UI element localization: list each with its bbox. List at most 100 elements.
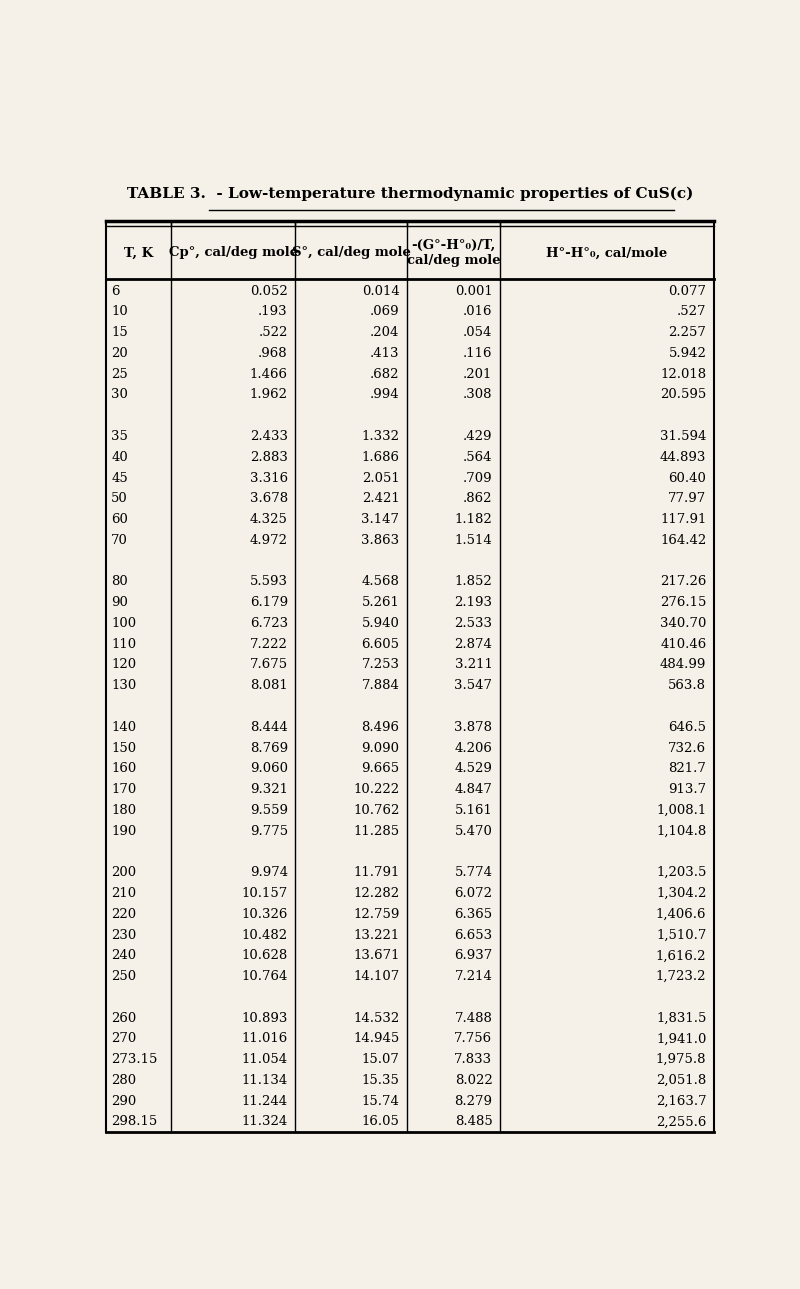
Text: 15.35: 15.35 bbox=[362, 1074, 399, 1087]
Text: 8.022: 8.022 bbox=[454, 1074, 493, 1087]
Text: 6.605: 6.605 bbox=[362, 638, 399, 651]
Text: 10.893: 10.893 bbox=[242, 1012, 288, 1025]
Text: 20.595: 20.595 bbox=[660, 388, 706, 401]
Text: 1,941.0: 1,941.0 bbox=[656, 1032, 706, 1045]
Text: 90: 90 bbox=[111, 597, 128, 610]
Text: 3.878: 3.878 bbox=[454, 721, 493, 733]
Text: 35: 35 bbox=[111, 431, 128, 443]
Text: 77.97: 77.97 bbox=[668, 492, 706, 505]
Text: H°-H°₀, cal/mole: H°-H°₀, cal/mole bbox=[546, 246, 667, 259]
Text: 9.974: 9.974 bbox=[250, 866, 288, 879]
Text: .201: .201 bbox=[463, 367, 493, 380]
Text: 273.15: 273.15 bbox=[111, 1053, 158, 1066]
Text: 160: 160 bbox=[111, 762, 137, 776]
Text: .968: .968 bbox=[258, 347, 288, 360]
Text: 1.182: 1.182 bbox=[454, 513, 493, 526]
Text: 11.244: 11.244 bbox=[242, 1094, 288, 1107]
Text: 5.942: 5.942 bbox=[669, 347, 706, 360]
Text: 9.321: 9.321 bbox=[250, 784, 288, 797]
Text: 9.665: 9.665 bbox=[362, 762, 399, 776]
Text: 170: 170 bbox=[111, 784, 137, 797]
Text: 2.533: 2.533 bbox=[454, 617, 493, 630]
Text: 4.325: 4.325 bbox=[250, 513, 288, 526]
Text: 14.107: 14.107 bbox=[354, 971, 399, 984]
Text: 484.99: 484.99 bbox=[660, 659, 706, 672]
Text: .709: .709 bbox=[463, 472, 493, 485]
Text: 8.496: 8.496 bbox=[362, 721, 399, 733]
Text: 13.671: 13.671 bbox=[353, 949, 399, 963]
Text: 100: 100 bbox=[111, 617, 136, 630]
Text: 913.7: 913.7 bbox=[668, 784, 706, 797]
Text: .522: .522 bbox=[258, 326, 288, 339]
Text: 7.222: 7.222 bbox=[250, 638, 288, 651]
Text: 3.211: 3.211 bbox=[454, 659, 493, 672]
Text: 2.257: 2.257 bbox=[669, 326, 706, 339]
Text: 15: 15 bbox=[111, 326, 128, 339]
Text: 44.893: 44.893 bbox=[660, 451, 706, 464]
Text: 16.05: 16.05 bbox=[362, 1115, 399, 1128]
Text: 12.282: 12.282 bbox=[354, 887, 399, 900]
Text: 240: 240 bbox=[111, 949, 136, 963]
Text: 12.018: 12.018 bbox=[660, 367, 706, 380]
Text: 410.46: 410.46 bbox=[660, 638, 706, 651]
Text: 1.466: 1.466 bbox=[250, 367, 288, 380]
Text: 8.769: 8.769 bbox=[250, 741, 288, 754]
Text: 7.833: 7.833 bbox=[454, 1053, 493, 1066]
Text: 298.15: 298.15 bbox=[111, 1115, 158, 1128]
Text: 15.07: 15.07 bbox=[362, 1053, 399, 1066]
Text: 10.762: 10.762 bbox=[353, 804, 399, 817]
Text: 2.193: 2.193 bbox=[454, 597, 493, 610]
Text: 732.6: 732.6 bbox=[668, 741, 706, 754]
Text: 12.759: 12.759 bbox=[353, 907, 399, 920]
Text: 130: 130 bbox=[111, 679, 137, 692]
Text: T, K: T, K bbox=[124, 246, 154, 259]
Text: 1,104.8: 1,104.8 bbox=[656, 825, 706, 838]
Text: 6.179: 6.179 bbox=[250, 597, 288, 610]
Text: 6.365: 6.365 bbox=[454, 907, 493, 920]
Text: 3.863: 3.863 bbox=[362, 534, 399, 547]
Text: 217.26: 217.26 bbox=[660, 575, 706, 588]
Text: 210: 210 bbox=[111, 887, 136, 900]
Text: 2.421: 2.421 bbox=[362, 492, 399, 505]
Text: 1,510.7: 1,510.7 bbox=[656, 928, 706, 941]
Text: 15.74: 15.74 bbox=[362, 1094, 399, 1107]
Text: 40: 40 bbox=[111, 451, 128, 464]
Text: 280: 280 bbox=[111, 1074, 136, 1087]
Text: 340.70: 340.70 bbox=[660, 617, 706, 630]
Text: .054: .054 bbox=[463, 326, 493, 339]
Text: 10.326: 10.326 bbox=[242, 907, 288, 920]
Text: 3.316: 3.316 bbox=[250, 472, 288, 485]
Text: 7.488: 7.488 bbox=[454, 1012, 493, 1025]
Text: 276.15: 276.15 bbox=[660, 597, 706, 610]
Text: 4.206: 4.206 bbox=[454, 741, 493, 754]
Text: 11.134: 11.134 bbox=[242, 1074, 288, 1087]
Text: 60.40: 60.40 bbox=[669, 472, 706, 485]
Text: 1.514: 1.514 bbox=[454, 534, 493, 547]
Text: 1,304.2: 1,304.2 bbox=[656, 887, 706, 900]
Text: 821.7: 821.7 bbox=[669, 762, 706, 776]
Text: 4.568: 4.568 bbox=[362, 575, 399, 588]
Text: 5.774: 5.774 bbox=[454, 866, 493, 879]
Text: 140: 140 bbox=[111, 721, 136, 733]
Text: .413: .413 bbox=[370, 347, 399, 360]
Text: 0.052: 0.052 bbox=[250, 285, 288, 298]
Text: 30: 30 bbox=[111, 388, 128, 401]
Text: 1.686: 1.686 bbox=[362, 451, 399, 464]
Text: 7.884: 7.884 bbox=[362, 679, 399, 692]
Text: 7.756: 7.756 bbox=[454, 1032, 493, 1045]
Text: 3.547: 3.547 bbox=[454, 679, 493, 692]
Text: 8.444: 8.444 bbox=[250, 721, 288, 733]
Text: .682: .682 bbox=[370, 367, 399, 380]
Text: 4.847: 4.847 bbox=[454, 784, 493, 797]
Text: 45: 45 bbox=[111, 472, 128, 485]
Text: 9.559: 9.559 bbox=[250, 804, 288, 817]
Text: .069: .069 bbox=[370, 305, 399, 318]
Text: 4.529: 4.529 bbox=[454, 762, 493, 776]
Text: 290: 290 bbox=[111, 1094, 137, 1107]
Text: 5.940: 5.940 bbox=[362, 617, 399, 630]
Text: 200: 200 bbox=[111, 866, 136, 879]
Text: 2,163.7: 2,163.7 bbox=[656, 1094, 706, 1107]
Text: 6.723: 6.723 bbox=[250, 617, 288, 630]
Text: 11.791: 11.791 bbox=[353, 866, 399, 879]
Text: 14.532: 14.532 bbox=[354, 1012, 399, 1025]
